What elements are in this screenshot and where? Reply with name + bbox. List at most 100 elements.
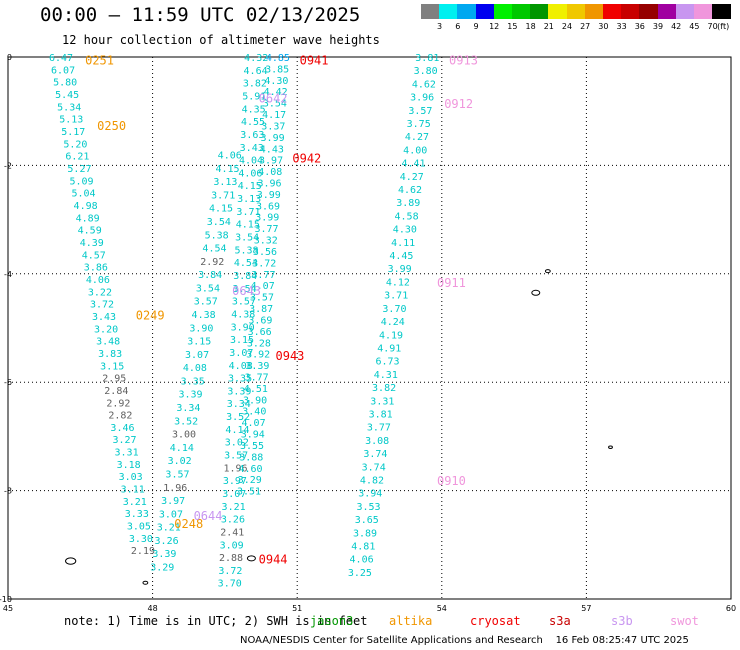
wave-height-value: 4.15 xyxy=(238,181,262,192)
wave-height-value: 3.43 xyxy=(92,312,116,323)
wave-height-value: 4.82 xyxy=(360,475,384,486)
wave-height-value: 3.15 xyxy=(100,361,124,372)
pass-label: 0944 xyxy=(259,552,288,566)
wave-height-value: 3.57 xyxy=(250,293,274,304)
wave-height-value: 3.35 xyxy=(228,374,252,385)
lat-tick-label: 0 xyxy=(7,53,12,62)
wave-height-value: 6.07 xyxy=(51,65,75,76)
wave-height-value: 1.96 xyxy=(223,463,247,474)
wave-height-value: 3.15 xyxy=(187,337,211,348)
colorbar-label: 33 xyxy=(616,22,627,31)
wave-height-value: 3.70 xyxy=(382,304,406,315)
wave-height-value: 4.55 xyxy=(241,117,265,128)
wave-height-value: 4.64 xyxy=(244,66,268,77)
wave-height-value: 3.57 xyxy=(224,451,248,462)
wave-height-value: 4.38 xyxy=(192,310,216,321)
pass-label: 0643 xyxy=(232,284,261,298)
wave-height-value: 4.15 xyxy=(215,164,239,175)
island-outline xyxy=(246,555,256,562)
wave-height-value: 3.74 xyxy=(362,462,386,473)
colorbar-label: 18 xyxy=(525,22,536,31)
wave-height-value: 3.29 xyxy=(150,562,174,573)
wave-height-value: 3.28 xyxy=(247,338,271,349)
wave-height-value: 3.03 xyxy=(119,472,143,483)
wave-height-value: 3.83 xyxy=(98,349,122,360)
colorbar-swatch xyxy=(457,4,477,19)
colorbar-label: 45 xyxy=(689,22,700,31)
wave-height-value: 4.30 xyxy=(264,76,288,87)
wave-height-value: 3.71 xyxy=(236,207,260,218)
wave-height-value: 3.29 xyxy=(238,475,262,486)
wave-height-value: 4.60 xyxy=(238,464,262,475)
wave-height-value: 3.72 xyxy=(218,566,242,577)
wave-height-value: 3.07 xyxy=(229,348,253,359)
wave-height-value: 3.90 xyxy=(189,323,213,334)
wave-height-value: 4.06 xyxy=(218,151,242,162)
wave-height-value: 3.88 xyxy=(239,452,263,463)
wave-height-value: 4.31 xyxy=(374,370,398,381)
wave-height-value: 3.54 xyxy=(233,284,257,295)
wave-height-value: 4.62 xyxy=(412,79,436,90)
wave-height-value: 3.99 xyxy=(257,190,281,201)
pass-label: 0642 xyxy=(259,92,288,106)
wave-height-value: 1.96 xyxy=(163,483,187,494)
colorbar-label: 27 xyxy=(580,22,591,31)
wave-height-value: 3.77 xyxy=(251,270,275,281)
colorbar-label: 9 xyxy=(473,22,479,31)
wave-height-value: 4.42 xyxy=(264,87,288,98)
wave-height-value: 3.97 xyxy=(259,156,283,167)
wave-height-value: 3.07 xyxy=(159,509,183,520)
lon-tick-label: 51 xyxy=(292,604,302,613)
colorbar-swatch xyxy=(475,4,495,19)
pass-label: 0943 xyxy=(276,349,305,363)
wave-height-value: 3.52 xyxy=(174,416,198,427)
wave-height-value: 3.89 xyxy=(353,528,377,539)
wave-height-value: 3.65 xyxy=(355,515,379,526)
colorbar-swatch xyxy=(512,4,531,19)
wave-height-value: 5.20 xyxy=(63,139,87,150)
wave-height-value: 3.39 xyxy=(178,390,202,401)
colorbar-swatch xyxy=(439,4,458,19)
wave-height-value: 6.21 xyxy=(65,152,89,163)
wave-height-value: 3.13 xyxy=(237,194,261,205)
wave-height-value: 3.21 xyxy=(222,502,246,513)
wave-height-value: 4.51 xyxy=(244,384,268,395)
wave-height-value: 3.57 xyxy=(232,297,256,308)
wave-height-value: 3.99 xyxy=(388,264,412,275)
wave-height-value: 4.07 xyxy=(242,418,266,429)
wave-height-value: 3.32 xyxy=(254,236,278,247)
lat-tick-label: -8 xyxy=(4,487,12,496)
wave-height-value: 3.26 xyxy=(155,536,179,547)
wave-height-value: 4.08 xyxy=(229,361,253,372)
wave-height-value: 4.14 xyxy=(170,443,194,454)
pass-label: 0942 xyxy=(292,151,321,165)
satellite-legend-item: swot xyxy=(670,614,699,628)
wave-height-value: 5.38 xyxy=(234,245,258,256)
wave-height-value: 4.59 xyxy=(78,226,102,237)
colorbar-label: 6 xyxy=(455,22,461,31)
wave-height-value: 3.37 xyxy=(261,121,285,132)
wave-height-value: 3.81 xyxy=(415,53,439,64)
wave-height-value: 3.70 xyxy=(218,579,242,590)
wave-height-value: 3.99 xyxy=(261,133,285,144)
wave-height-value: 3.26 xyxy=(221,515,245,526)
satellite-legend-item: s3b xyxy=(611,614,633,628)
lon-tick-label: 60 xyxy=(726,604,736,613)
wave-height-value: 3.11 xyxy=(121,485,145,496)
wave-height-value: 4.35 xyxy=(242,104,266,115)
colorbar-swatch xyxy=(712,4,731,19)
wave-height-value: 3.94 xyxy=(358,489,382,500)
wave-height-value: 3.13 xyxy=(213,177,237,188)
colorbar-label: 39 xyxy=(652,22,664,31)
wave-height-value: 3.82 xyxy=(243,79,267,90)
colorbar-swatch xyxy=(603,4,622,19)
island-outline xyxy=(531,289,541,296)
wave-height-value: 2.92 xyxy=(106,398,130,409)
wave-height-value: 2.88 xyxy=(219,553,243,564)
wave-height-value: 3.48 xyxy=(96,337,120,348)
wave-height-value: 2.92 xyxy=(200,257,224,268)
wave-height-value: 5.04 xyxy=(72,189,96,200)
wave-height-value: 3.00 xyxy=(172,430,196,441)
colorbar-swatch xyxy=(493,4,513,19)
wave-height-value: 3.07 xyxy=(222,489,246,500)
